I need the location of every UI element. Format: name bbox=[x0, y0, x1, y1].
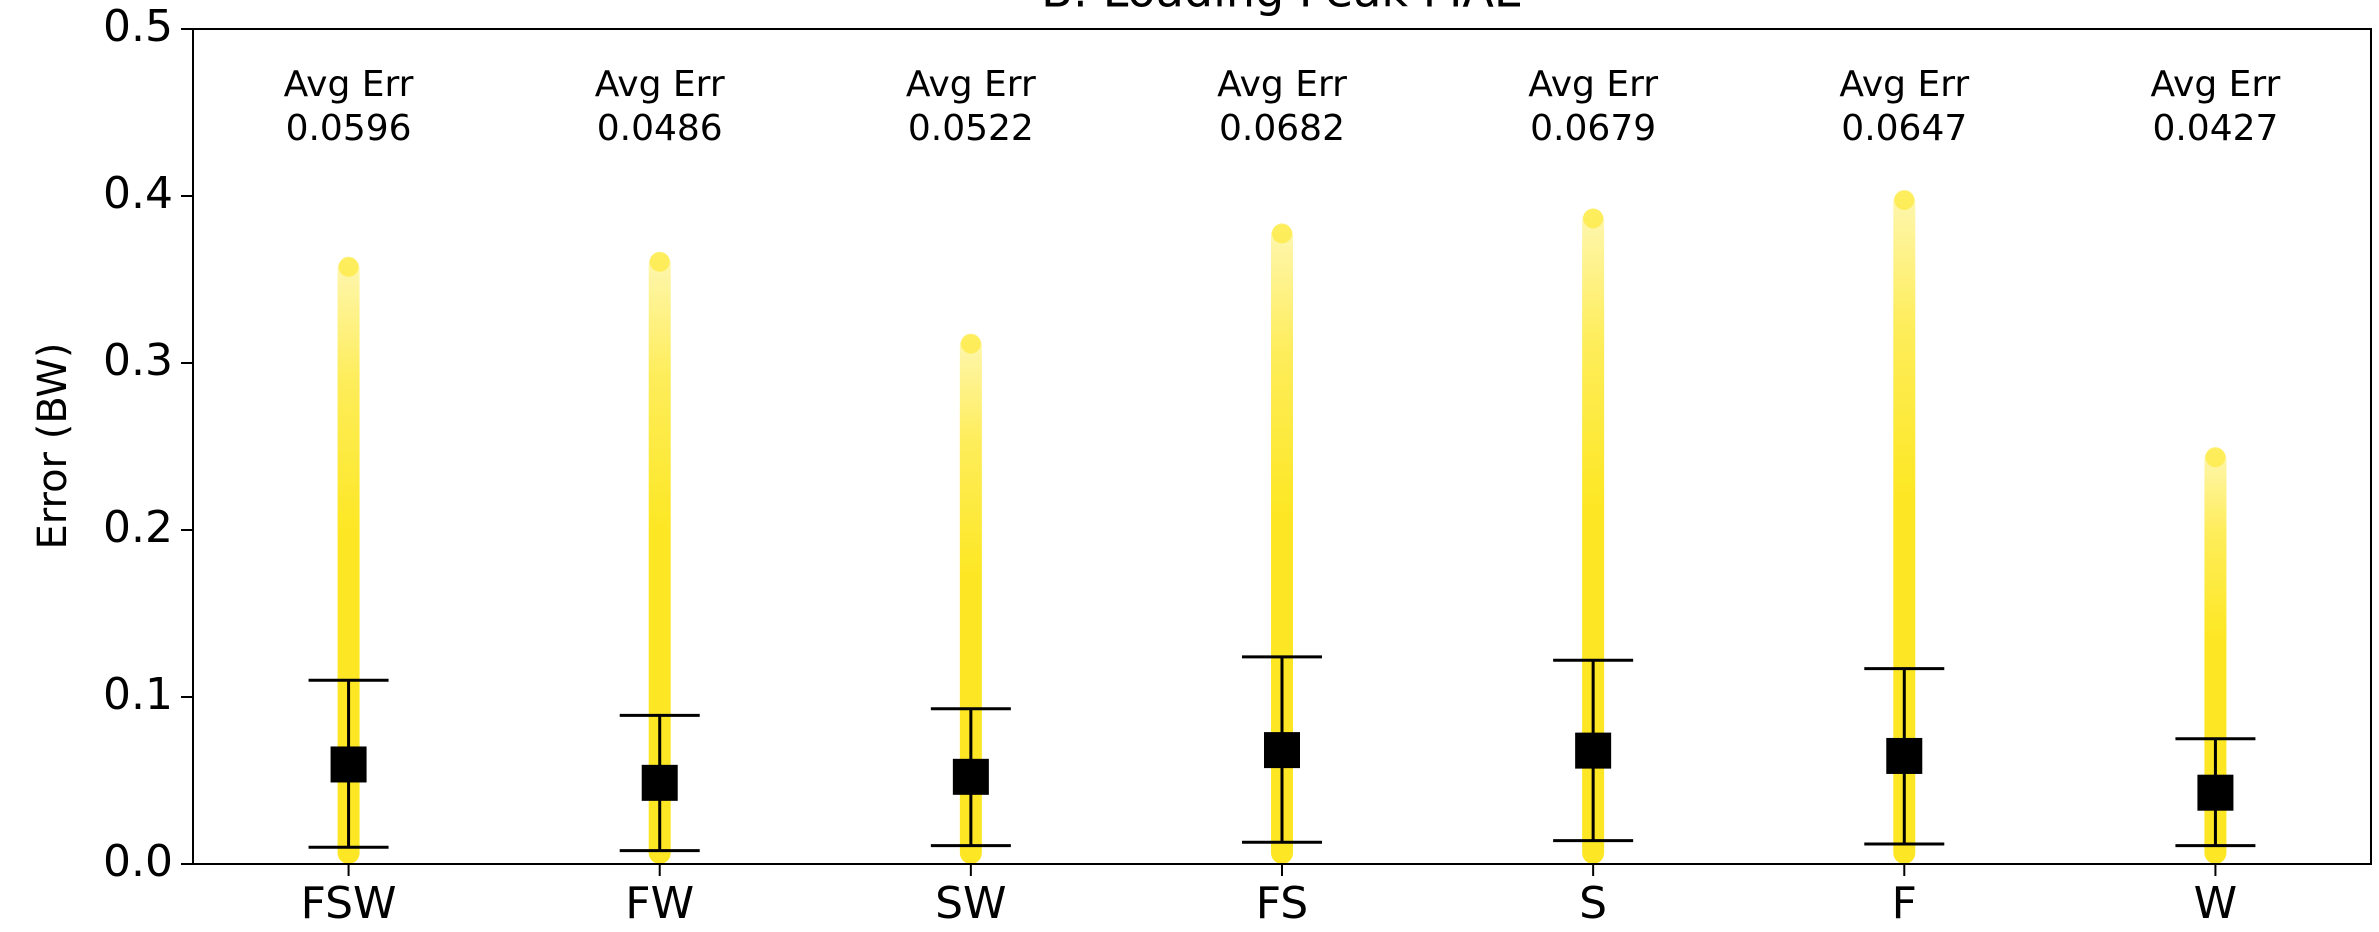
y-axis-label: Error (BW) bbox=[30, 343, 76, 550]
max-point bbox=[960, 333, 981, 354]
max-point bbox=[649, 251, 670, 272]
x-tick-label: S bbox=[1579, 878, 1607, 929]
x-tick-label: W bbox=[2194, 878, 2238, 929]
max-point bbox=[338, 256, 359, 277]
mean-marker bbox=[2197, 774, 2234, 811]
annotation-label: Avg Err bbox=[906, 64, 1036, 105]
x-tick-label: F bbox=[1892, 878, 1917, 929]
x-tick-label: FS bbox=[1256, 878, 1308, 929]
annotation-value: 0.0596 bbox=[286, 108, 412, 149]
annotation-label: Avg Err bbox=[284, 64, 414, 105]
y-tick-label: 0.3 bbox=[103, 335, 173, 386]
annotation-value: 0.0647 bbox=[1841, 108, 1967, 149]
annotation-value: 0.0486 bbox=[597, 108, 723, 149]
chart-title: B: Loading Peak MAE bbox=[1041, 0, 1523, 18]
plot-frame bbox=[192, 28, 2372, 865]
annotation-label: Avg Err bbox=[2151, 64, 2281, 105]
point-strip bbox=[337, 257, 360, 864]
mean-marker bbox=[1886, 737, 1923, 774]
y-tick-label: 0.2 bbox=[103, 502, 173, 553]
max-point bbox=[1583, 208, 1604, 229]
point-strip bbox=[1582, 209, 1605, 865]
mean-marker bbox=[952, 758, 989, 795]
annotation-label: Avg Err bbox=[595, 64, 725, 105]
y-tick-label: 0.5 bbox=[103, 1, 173, 52]
point-strip bbox=[1271, 224, 1293, 864]
max-point bbox=[2205, 447, 2226, 468]
x-tick-label: FW bbox=[625, 878, 694, 929]
mean-marker bbox=[1575, 732, 1612, 769]
point-strip bbox=[648, 252, 671, 864]
x-tick-label: FSW bbox=[301, 878, 397, 929]
annotation-label: Avg Err bbox=[1217, 64, 1347, 105]
mean-marker bbox=[1264, 732, 1300, 769]
y-tick-label: 0.0 bbox=[103, 836, 173, 887]
point-strip bbox=[2204, 448, 2227, 864]
annotation-label: Avg Err bbox=[1528, 64, 1658, 105]
y-tick-label: 0.1 bbox=[103, 669, 173, 720]
mean-marker bbox=[330, 746, 367, 783]
x-tick-label: SW bbox=[935, 878, 1006, 929]
point-strip bbox=[1893, 190, 1916, 865]
point-strip bbox=[959, 334, 982, 864]
annotation-label: Avg Err bbox=[1839, 64, 1969, 105]
mean-marker bbox=[641, 764, 678, 801]
annotation-value: 0.0682 bbox=[1219, 108, 1345, 149]
annotation-value: 0.0679 bbox=[1530, 108, 1656, 149]
max-point bbox=[1272, 223, 1292, 244]
annotation-value: 0.0522 bbox=[908, 108, 1034, 149]
y-tick-label: 0.4 bbox=[103, 168, 173, 219]
max-point bbox=[1894, 189, 1915, 210]
annotation-value: 0.0427 bbox=[2152, 108, 2278, 149]
